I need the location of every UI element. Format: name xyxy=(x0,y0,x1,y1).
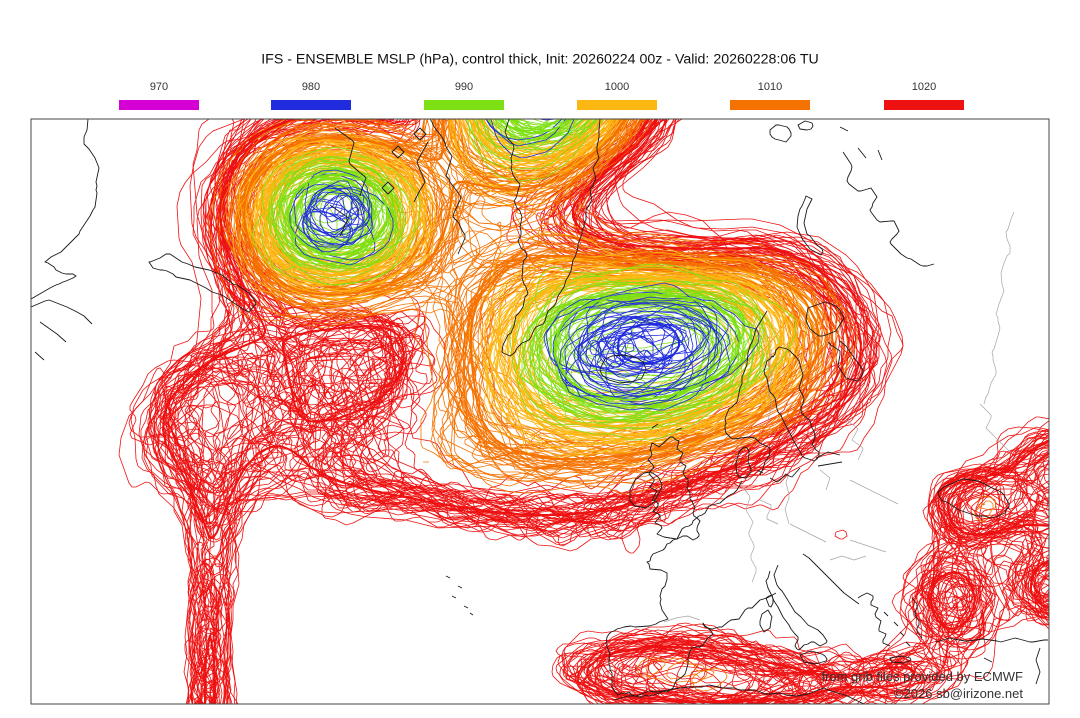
svg-text:1020: 1020 xyxy=(912,81,936,93)
svg-text:©2026 sb@irizone.net: ©2026 sb@irizone.net xyxy=(894,686,1023,701)
svg-text:IFS - ENSEMBLE MSLP (hPa), con: IFS - ENSEMBLE MSLP (hPa), control thick… xyxy=(261,52,819,68)
svg-text:990: 990 xyxy=(455,81,473,93)
svg-text:from grib files provided by EC: from grib files provided by ECMWF xyxy=(821,669,1023,684)
svg-text:980: 980 xyxy=(302,81,320,93)
svg-text:1000: 1000 xyxy=(605,81,629,93)
svg-text:970: 970 xyxy=(150,81,168,93)
svg-text:1010: 1010 xyxy=(758,81,782,93)
